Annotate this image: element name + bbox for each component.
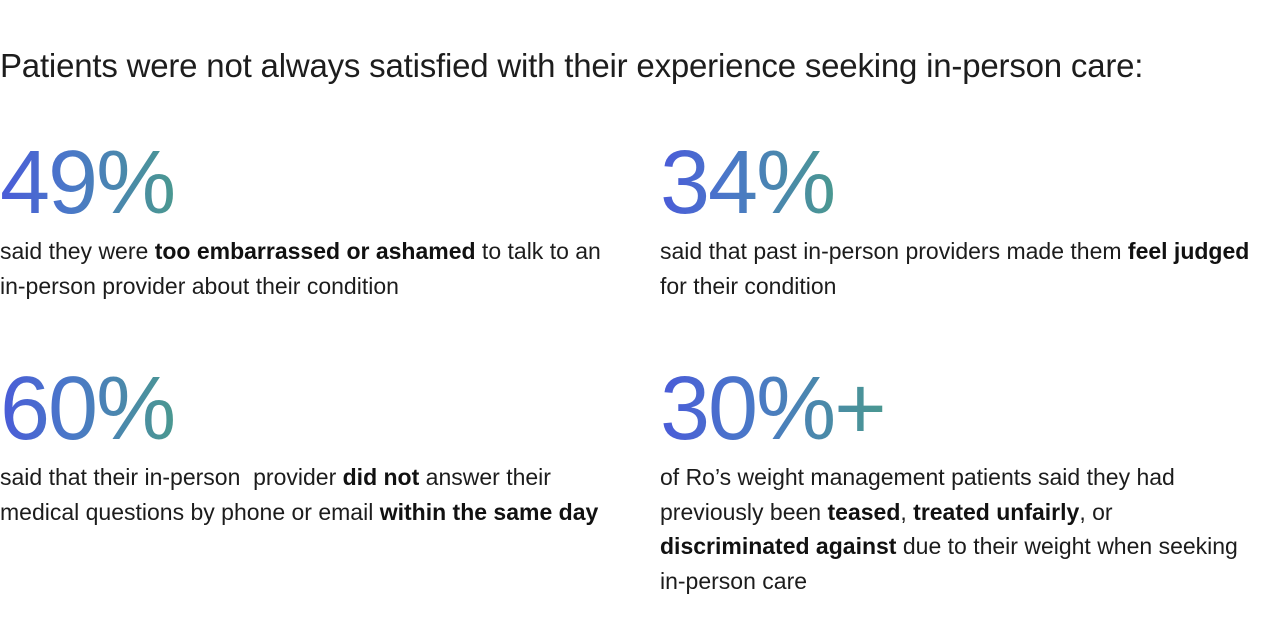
desc-text: said that past in-person providers made … [660,238,1128,264]
stat-block: 34% said that past in-person providers m… [660,138,1280,303]
stat-value: 60% [0,359,176,459]
desc-text: answer their medical questions by phone … [0,464,551,525]
desc-text: said that their in-person provider [0,464,343,490]
desc-text: , [900,498,914,525]
desc-text: , or [1079,498,1113,525]
page-title: Patients were not always satisfied with … [0,47,1144,84]
desc-text: to talk to an in-person provider about t… [0,238,601,299]
stat-value: 49% [0,133,176,233]
desc-text: said they were [0,238,155,264]
desc-emphasis: treated unfairly [913,498,1080,525]
stat-block: 30%+ of Ro’s weight management patients … [660,364,1280,598]
desc-emphasis: did not [342,464,420,490]
stat-description: of Ro’s weight management patients said … [660,460,1240,598]
stat-value: 30%+ [660,359,887,459]
stat-description: said that past in-person providers made … [660,234,1250,303]
desc-text: due to their weight when seeking in-pers… [660,533,1238,594]
desc-emphasis: too embarrassed or ashamed [154,238,476,264]
desc-emphasis: discriminated against [660,533,897,559]
stat-description: said they were too embarrassed or ashame… [0,234,610,303]
desc-emphasis: within the same day [379,498,599,525]
desc-text: of Ro’s weight management patients said … [660,464,1175,525]
desc-text: for their condition [660,272,837,299]
stat-description: said that their in-person provider did n… [0,460,612,529]
stat-value: 34% [660,133,836,233]
desc-emphasis: teased [827,498,901,525]
desc-emphasis: feel judged [1127,238,1250,264]
stat-block: 49% said they were too embarrassed or as… [0,138,620,303]
stat-block: 60% said that their in-person provider d… [0,364,620,529]
